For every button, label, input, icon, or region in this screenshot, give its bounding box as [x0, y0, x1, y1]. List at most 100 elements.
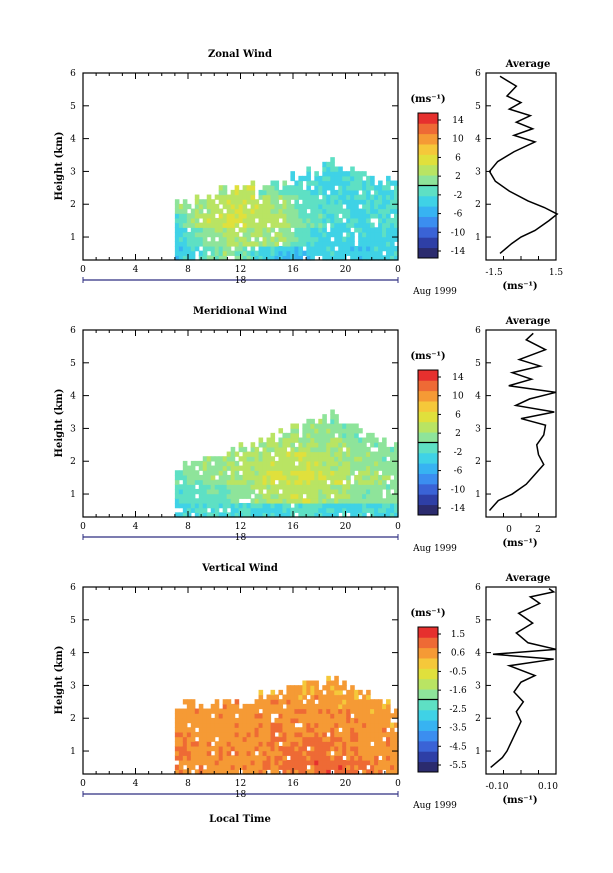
heatmap-cell: [370, 750, 375, 756]
heatmap-cell: [282, 442, 288, 448]
heatmap-cell: [322, 694, 327, 700]
heatmap-cell: [246, 741, 252, 747]
heatmap-cell: [330, 474, 335, 481]
heatmap-cell: [266, 241, 272, 247]
heatmap-cell: [350, 759, 355, 766]
heatmap-cell: [282, 750, 288, 756]
heatmap-cell: [382, 446, 387, 453]
heatmap-cell: [326, 675, 331, 682]
heatmap-cell: [190, 708, 196, 714]
heatmap-cell: [270, 736, 276, 742]
heatmap-cell: [370, 241, 375, 247]
heatmap-cell: [230, 227, 236, 233]
heatmap-cell: [330, 745, 335, 752]
heatmap-cell: [334, 713, 339, 719]
heatmap-cell: [266, 498, 272, 504]
heatmap-cell: [358, 727, 363, 733]
heatmap-cell: [394, 199, 399, 205]
heatmap-cell: [174, 755, 180, 761]
heatmap-cell: [366, 498, 371, 504]
heatmap-cell: [234, 255, 240, 261]
y-axis-label: Height (km): [54, 646, 65, 715]
heatmap-cell: [394, 446, 399, 453]
heatmap-cell: [286, 231, 292, 238]
heatmap-cell: [318, 694, 323, 700]
heatmap-cell: [242, 227, 248, 233]
heatmap-cell: [302, 727, 307, 733]
heatmap-cell: [386, 231, 391, 238]
heatmap-cell: [334, 175, 339, 182]
heatmap-cell: [214, 703, 220, 710]
heatmap-cell: [342, 185, 347, 191]
heatmap-cell: [178, 708, 184, 714]
heatmap-cell: [362, 470, 367, 476]
heatmap-cell: [190, 759, 196, 766]
colorbar-tick-label: -5.5: [449, 761, 467, 771]
average-xlabel: (ms⁻¹): [502, 281, 537, 292]
heatmap-cell: [282, 432, 288, 439]
heatmap-cell: [226, 451, 232, 457]
heatmap-cell: [306, 498, 311, 504]
heatmap-cell: [394, 502, 399, 509]
heatmap-cell: [330, 250, 335, 256]
heatmap-cell: [342, 493, 347, 499]
heatmap-cell: [306, 755, 311, 761]
heatmap-cell: [262, 255, 268, 261]
heatmap-cell: [342, 241, 347, 247]
heatmap-cell: [326, 727, 331, 733]
heatmap-cell: [290, 245, 295, 252]
heatmap-cell: [394, 456, 399, 462]
heatmap-cell: [274, 474, 280, 481]
heatmap-cell: [202, 498, 208, 504]
heatmap-cell: [186, 512, 192, 518]
heatmap-cell: [182, 488, 188, 495]
heatmap-cell: [270, 750, 276, 756]
heatmap-cell: [362, 717, 367, 724]
heatmap-cell: [394, 213, 399, 219]
heatmap-cell: [366, 432, 371, 439]
heatmap-cell: [306, 484, 311, 490]
heatmap-cell: [306, 703, 311, 710]
heatmap-cell: [190, 717, 196, 724]
heatmap-cell: [262, 493, 268, 499]
heatmap-cell: [330, 217, 335, 224]
heatmap-cell: [194, 717, 200, 724]
heatmap-cell: [374, 203, 379, 210]
heatmap-cell: [282, 488, 288, 495]
heatmap-cell: [334, 708, 339, 714]
heatmap-cell: [306, 432, 311, 439]
heatmap-cell: [282, 213, 288, 219]
heatmap-cell: [294, 703, 299, 710]
heatmap-cell: [354, 171, 359, 177]
heatmap-cell: [358, 713, 363, 719]
heatmap-cell: [242, 241, 248, 247]
heatmap-cell: [238, 479, 244, 485]
panel-title: Vertical Wind: [201, 563, 278, 574]
heatmap-cell: [334, 685, 339, 691]
heatmap-cell: [378, 713, 383, 719]
heatmap-cell: [254, 203, 260, 210]
heatmap-cell: [274, 451, 280, 457]
heatmap-cell: [262, 502, 268, 509]
heatmap-cell: [242, 759, 248, 766]
heatmap-cell: [254, 755, 260, 761]
heatmap-cell: [254, 722, 260, 728]
heatmap-cell: [334, 722, 339, 728]
heatmap-cell: [242, 764, 248, 770]
heatmap-cell: [198, 736, 204, 742]
heatmap-cell: [182, 484, 188, 490]
heatmap-cell: [290, 694, 295, 700]
heatmap-cell: [294, 484, 299, 490]
heatmap-cell: [390, 731, 395, 738]
heatmap-cell: [370, 722, 375, 728]
heatmap-cell: [322, 208, 327, 214]
heatmap-cell: [338, 222, 343, 228]
heatmap-cell: [198, 203, 204, 210]
heatmap-cell: [330, 736, 335, 742]
heatmap-cell: [378, 241, 383, 247]
heatmap-cell: [362, 488, 367, 495]
heatmap-cell: [282, 180, 288, 186]
heatmap-cell: [338, 694, 343, 700]
heatmap-cell: [322, 512, 327, 518]
heatmap-cell: [346, 199, 351, 205]
